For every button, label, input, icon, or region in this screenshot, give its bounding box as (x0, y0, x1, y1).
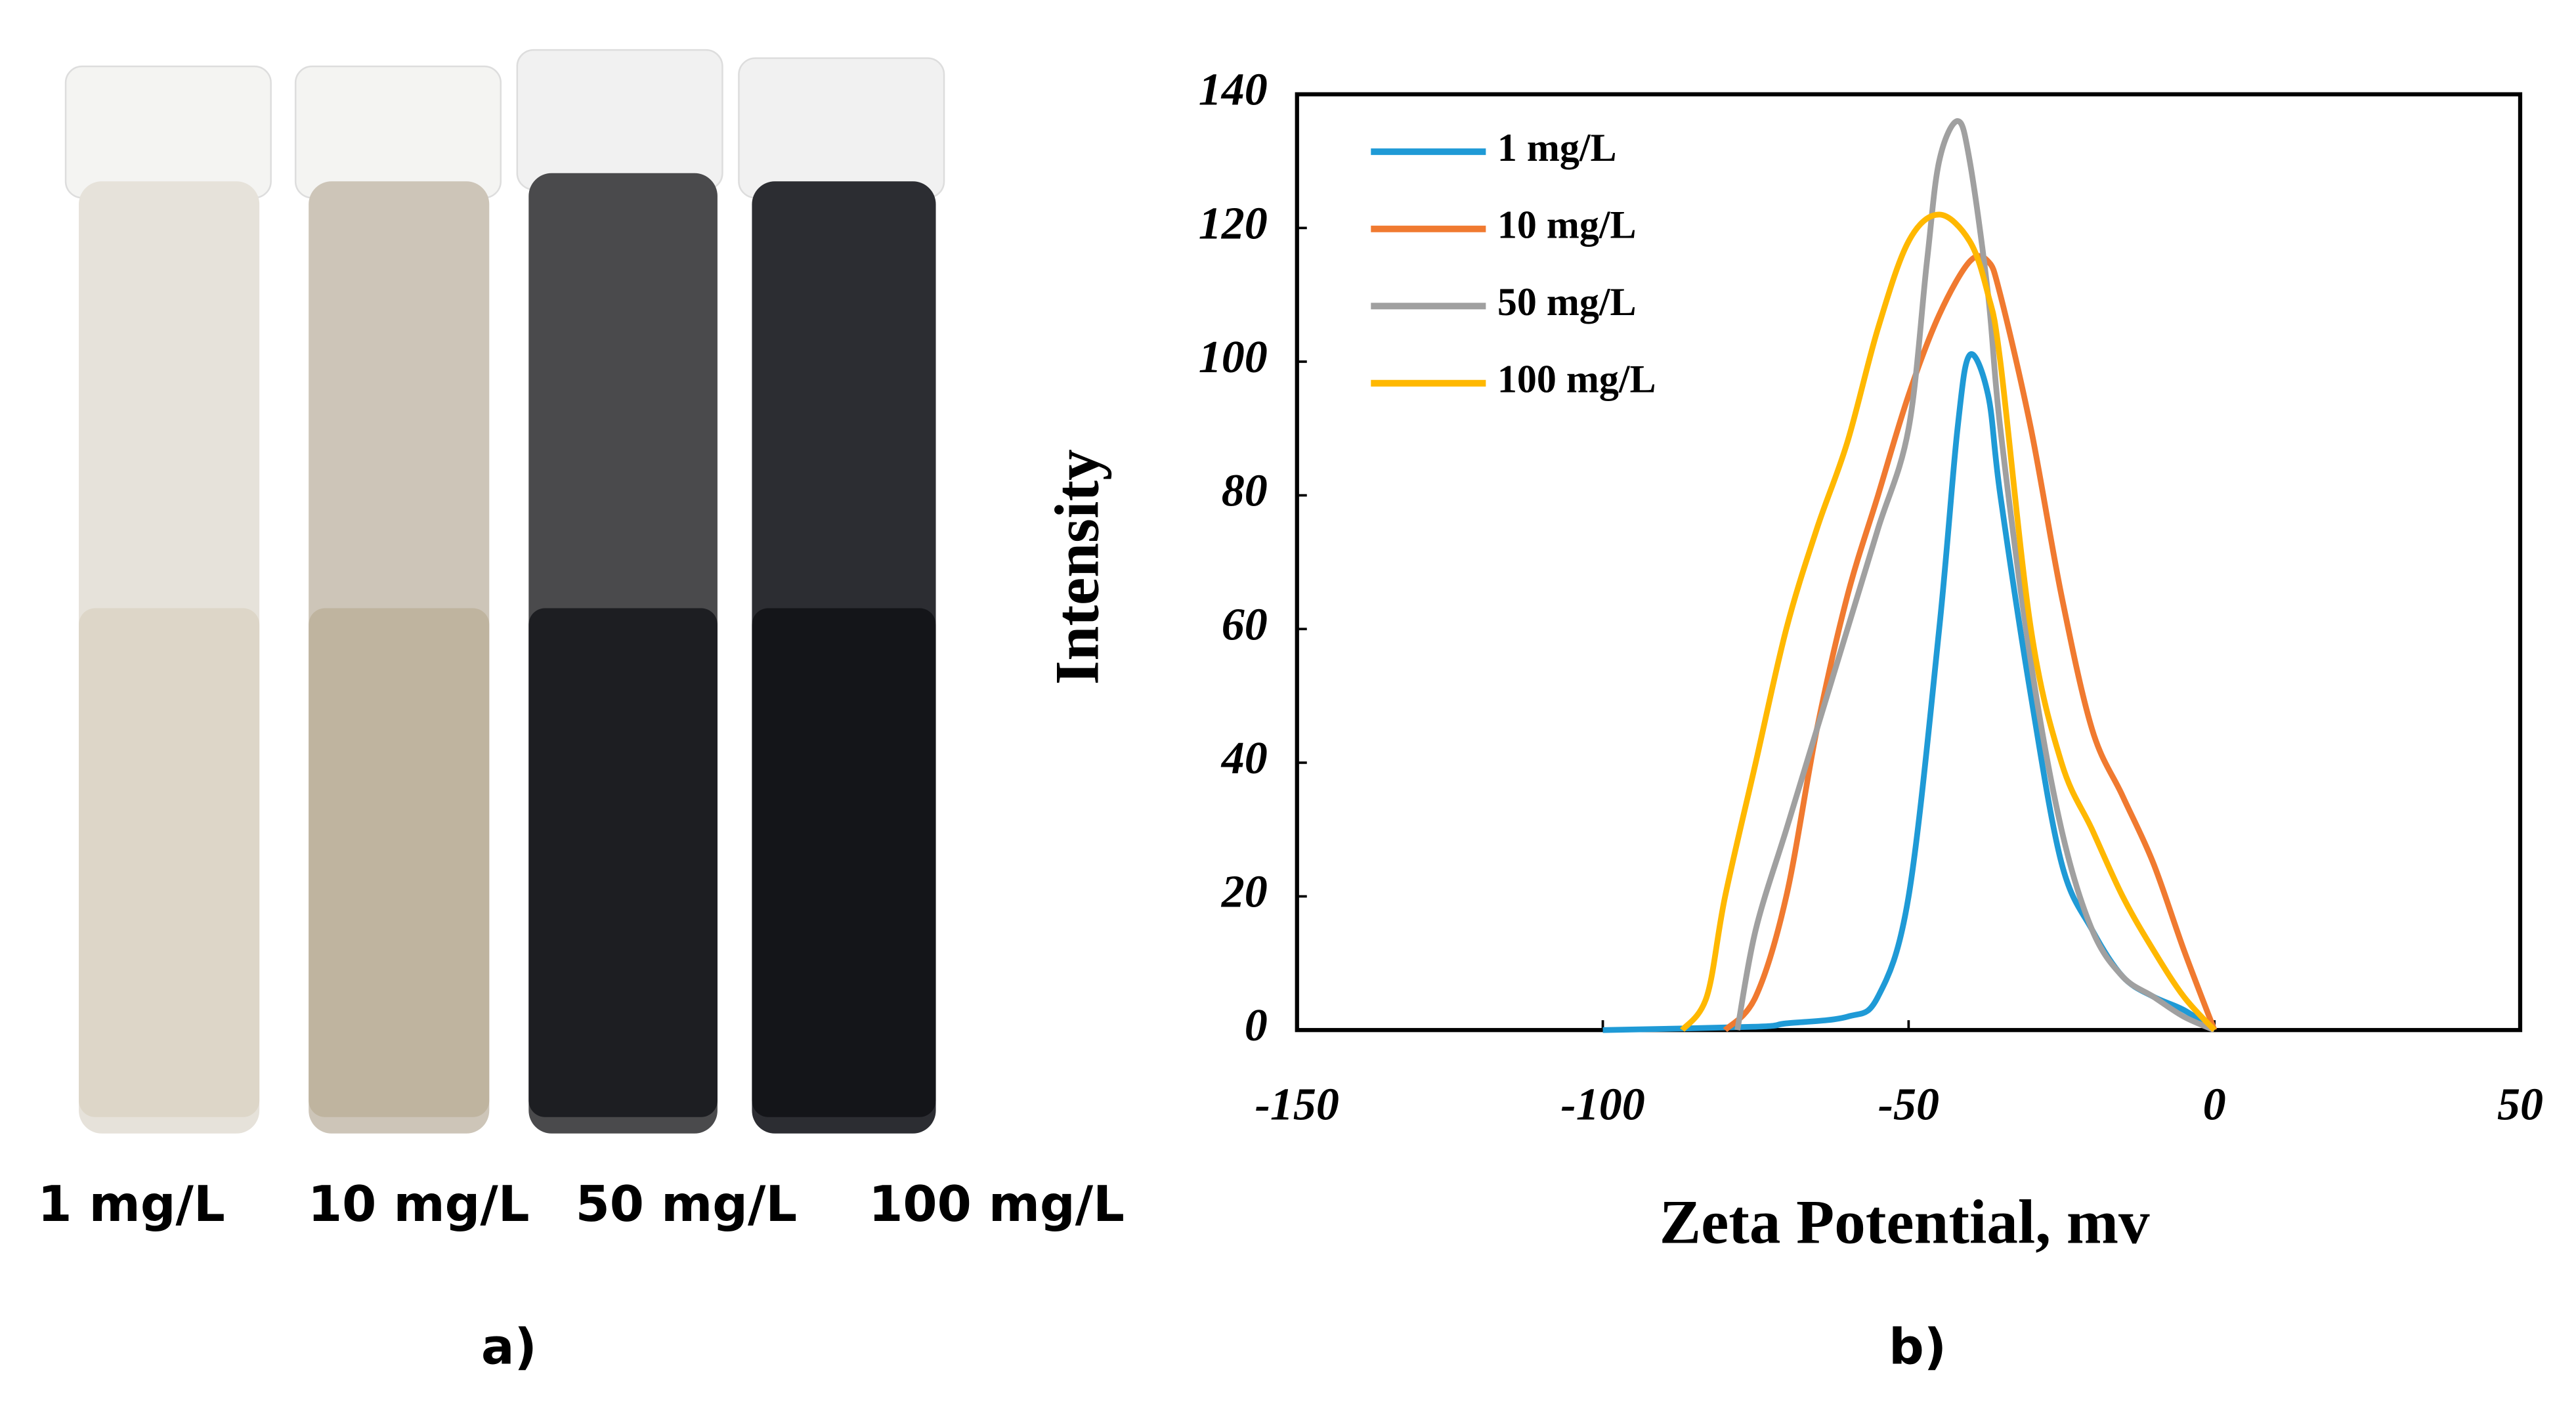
x-axis-title: Zeta Potential, mv (1660, 1187, 2150, 1257)
y-tick-label: 120 (1199, 198, 1268, 249)
y-tick-label: 100 (1199, 332, 1268, 383)
y-tick-label: 80 (1222, 466, 1268, 517)
y-tick-label: 40 (1220, 733, 1268, 784)
vial-label: 1 mg/L (37, 1175, 225, 1233)
legend-label: 100 mg/L (1497, 358, 1656, 401)
y-tick-label: 20 (1221, 867, 1268, 918)
x-tick-label: -50 (1878, 1079, 1939, 1130)
legend-label: 50 mg/L (1497, 280, 1637, 324)
vial-label: 100 mg/L (869, 1175, 1125, 1233)
vial-label: 50 mg/L (576, 1175, 798, 1233)
series-line (1723, 253, 2218, 1033)
legend-label: 10 mg/L (1497, 203, 1637, 247)
x-tick-label: -150 (1255, 1079, 1339, 1130)
series-line (1680, 211, 2217, 1033)
x-tick-label: -100 (1560, 1079, 1644, 1130)
panel-caption: b) (1889, 1317, 1946, 1375)
legend-label: 1 mg/L (1497, 126, 1617, 169)
y-tick-label: 60 (1222, 599, 1268, 650)
panel-caption: a) (481, 1317, 537, 1375)
vial-label: 10 mg/L (308, 1175, 530, 1233)
series-line (1734, 117, 2216, 1033)
x-tick-label: 50 (2497, 1079, 2543, 1130)
x-tick-label: 0 (2203, 1079, 2226, 1130)
series-line (1602, 351, 2216, 1033)
y-tick-label: 0 (1245, 1000, 1268, 1051)
y-axis-title: Intensity (1042, 449, 1111, 685)
vial-photo (64, 49, 945, 1134)
y-tick-label: 140 (1199, 65, 1268, 116)
